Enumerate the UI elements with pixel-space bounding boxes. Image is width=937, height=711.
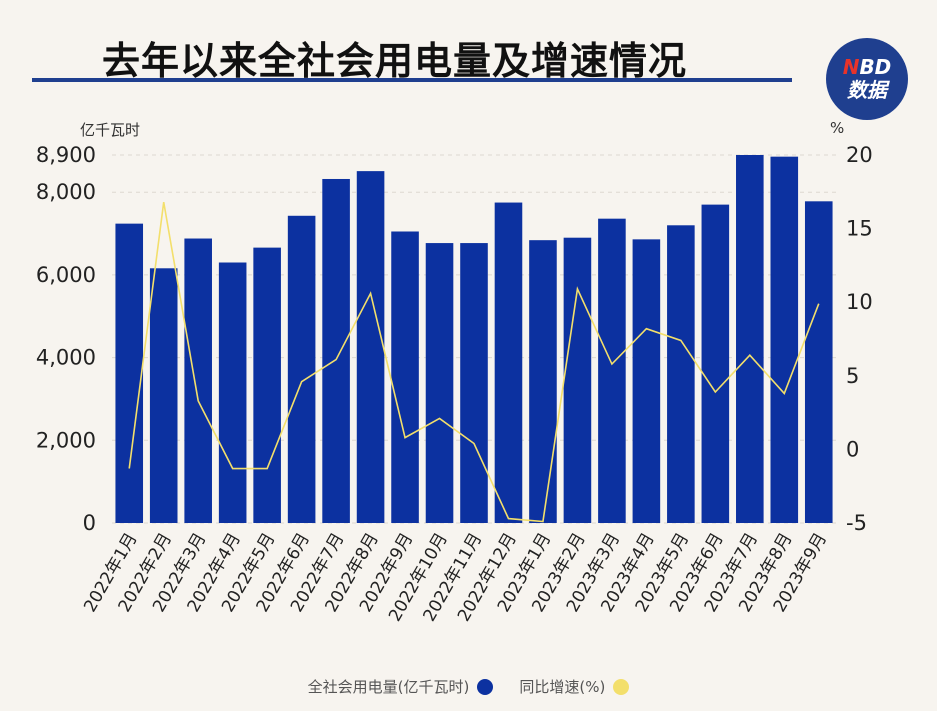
- bar: [149, 268, 178, 523]
- legend-item-consumption: 全社会用电量(亿千瓦时): [308, 676, 494, 697]
- legend: 全社会用电量(亿千瓦时) 同比增速(%): [0, 676, 937, 697]
- bar: [667, 225, 695, 524]
- bar: [460, 243, 488, 524]
- bar: [494, 202, 523, 523]
- bar: [736, 155, 764, 523]
- title-underline: [32, 78, 792, 82]
- left-tick-label: 2,000: [36, 428, 96, 452]
- right-axis-unit: %: [830, 119, 845, 137]
- right-tick-label: 15: [846, 217, 873, 241]
- bar: [184, 238, 212, 523]
- left-tick-label: 0: [83, 511, 96, 535]
- legend-label-growth: 同比增速(%): [519, 678, 606, 696]
- bar: [253, 247, 281, 523]
- legend-label-consumption: 全社会用电量(亿千瓦时): [307, 678, 470, 696]
- legend-dot-blue: [477, 678, 494, 695]
- bar: [770, 156, 799, 523]
- legend-item-growth: 同比增速(%): [519, 676, 630, 697]
- chart-title: 去年以来全社会用电量及增速情况: [102, 39, 688, 83]
- bar: [598, 218, 626, 524]
- nbd-logo: NBD 数据: [826, 38, 908, 120]
- logo-subtitle: 数据: [847, 78, 887, 102]
- legend-dot-yellow: [613, 678, 630, 695]
- right-tick-label: 5: [846, 364, 859, 388]
- bar: [425, 243, 454, 524]
- bar: [701, 204, 730, 523]
- bar: [529, 240, 557, 523]
- bar: [563, 237, 592, 523]
- right-tick-label: 10: [846, 290, 873, 314]
- left-tick-label: 4,000: [36, 346, 96, 370]
- right-tick-label: 0: [846, 437, 859, 461]
- bar: [218, 262, 247, 523]
- left-tick-label: 6,000: [36, 263, 96, 287]
- left-axis-unit: 亿千瓦时: [80, 121, 141, 139]
- left-tick-label: 8,900: [36, 143, 96, 167]
- left-tick-label: 8,000: [36, 180, 96, 204]
- bar: [632, 239, 661, 523]
- bar: [804, 201, 833, 523]
- logo-wordmark: NBD: [842, 55, 892, 79]
- bar: [356, 171, 385, 523]
- bar: [115, 223, 144, 524]
- right-tick-label: -5: [846, 511, 867, 535]
- bar: [391, 231, 419, 523]
- bar: [287, 215, 316, 523]
- bar: [322, 178, 350, 523]
- right-tick-label: 20: [846, 143, 873, 167]
